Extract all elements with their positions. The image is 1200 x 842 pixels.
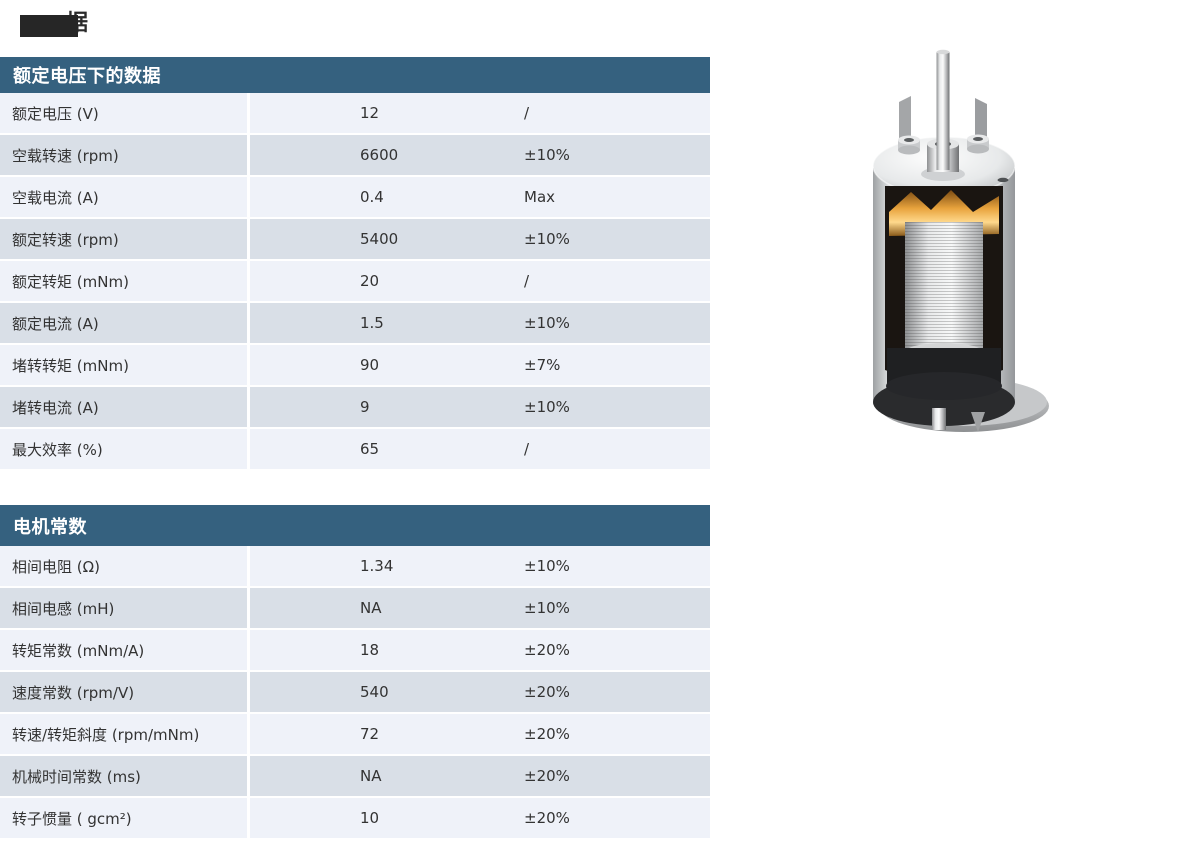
- page-title: 据: [0, 0, 320, 50]
- spec-value: 1.5: [360, 314, 384, 332]
- motor-constants-table-header: 电机常数: [0, 505, 710, 546]
- spec-value: 10: [360, 809, 380, 827]
- table-row: 速度常数 (rpm/V) 540 ±20%: [0, 672, 710, 714]
- spec-value: 18: [360, 641, 380, 659]
- table-row: 相间电感 (mH) NA ±10%: [0, 588, 710, 630]
- spec-tolerance: ±7%: [524, 356, 561, 374]
- spec-value: 6600: [360, 146, 399, 164]
- table-row: 堵转转矩 (mNm) 90 ±7%: [0, 345, 710, 387]
- motor-constants-table-rows: 相间电阻 (Ω) 1.34 ±10% 相间电感 (mH) NA ±10% 转矩常数 (mNm…: [0, 546, 710, 840]
- table-row: 空载电流 (A) 0.4 Max: [0, 177, 710, 219]
- spec-label: 堵转转矩 (mNm): [0, 345, 250, 385]
- spec-value: 5400: [360, 230, 399, 248]
- spec-tolerance: ±20%: [524, 809, 570, 827]
- rated-voltage-table-rows: 额定电压 (V) 12 / 空载转速 (rpm) 6600 ±10% 空载电流 (A) 0.4…: [0, 93, 710, 471]
- spec-label: 转速/转矩斜度 (rpm/mNm): [0, 714, 250, 754]
- spec-value: 9: [360, 398, 370, 416]
- spec-label: 转子惯量 ( gcm²): [0, 798, 250, 838]
- spec-label: 堵转电流 (A): [0, 387, 250, 427]
- spec-value: 0.4: [360, 188, 384, 206]
- spec-value: NA: [360, 767, 382, 785]
- spec-tolerance: ±10%: [524, 599, 570, 617]
- spec-label: 空载转速 (rpm): [0, 135, 250, 175]
- rated-voltage-table: 额定电压下的数据 额定电压 (V) 12/空载转速 (rpm) 6600 ±10% 空载…: [0, 57, 710, 471]
- spec-label: 相间电感 (mH): [0, 588, 250, 628]
- table-row: 相间电阻 (Ω) 1.34 ±10%: [0, 546, 710, 588]
- spec-tolerance: ±10%: [524, 230, 570, 248]
- table-row: 转子惯量 ( gcm²) 10 ±20%: [0, 798, 710, 840]
- spec-tolerance: ±20%: [524, 641, 570, 659]
- spec-value: 12: [360, 104, 380, 122]
- spec-label: 额定转速 (rpm): [0, 219, 250, 259]
- spec-label: 相间电阻 (Ω): [0, 546, 250, 586]
- spec-label: 机械时间常数 (ms): [0, 756, 250, 796]
- table-row: 转速/转矩斜度 (rpm/mNm) 72 ±20%: [0, 714, 710, 756]
- spec-value: 540: [360, 683, 389, 701]
- spec-label: 转矩常数 (mNm/A): [0, 630, 250, 670]
- motor-constants-table: 电机常数 相间电阻 (Ω) 1.34 ±10% 相间电感 (mH) NA ±10% 转矩常数…: [0, 505, 710, 840]
- table-row: 额定电压 (V) 12 /: [0, 93, 710, 135]
- table-row: 机械时间常数 (ms) NA ±20%: [0, 756, 710, 798]
- spec-tolerance: ±20%: [524, 767, 570, 785]
- spec-tolerance: /: [524, 104, 530, 122]
- spec-tolerance: ±10%: [524, 398, 570, 416]
- spec-label: 额定电流 (A): [0, 303, 250, 343]
- table-row: 额定转速 (rpm) 5400 ±10%: [0, 219, 710, 261]
- spec-value: 90: [360, 356, 380, 374]
- spec-label: 速度常数 (rpm/V): [0, 672, 250, 712]
- spec-value: 72: [360, 725, 380, 743]
- spec-value: 1.34: [360, 557, 394, 575]
- spec-tolerance: ±10%: [524, 557, 570, 575]
- table-row: 堵转电流 (A) 9 ±10%: [0, 387, 710, 429]
- redaction-box: [20, 15, 78, 37]
- spec-label: 额定电压 (V): [0, 93, 250, 133]
- spec-label: 额定转矩 (mNm): [0, 261, 250, 301]
- table-row: 额定电流 (A) 1.5 ±10%: [0, 303, 710, 345]
- spec-tolerance: ±10%: [524, 314, 570, 332]
- spec-value: 65: [360, 440, 380, 458]
- motor-cutaway-svg: [872, 49, 1049, 432]
- motor-cutaway-image: [853, 40, 1058, 440]
- table-row: 额定转矩 (mNm) 20 /: [0, 261, 710, 303]
- table-row: 空载转速 (rpm) 6600 ±10%: [0, 135, 710, 177]
- spec-value: NA: [360, 599, 382, 617]
- spec-tolerance: ±20%: [524, 725, 570, 743]
- spec-label: 最大效率 (%): [0, 429, 250, 469]
- spec-tolerance: /: [524, 440, 530, 458]
- spec-value: 20: [360, 272, 380, 290]
- spec-tolerance: ±20%: [524, 683, 570, 701]
- spec-label: 空载电流 (A): [0, 177, 250, 217]
- rated-voltage-table-header: 额定电压下的数据: [0, 57, 710, 93]
- table-row: 最大效率 (%) 65 /: [0, 429, 710, 471]
- table-row: 转矩常数 (mNm/A) 18 ±20%: [0, 630, 710, 672]
- spec-tolerance: Max: [524, 188, 556, 206]
- spec-tolerance: ±10%: [524, 146, 570, 164]
- spec-tolerance: /: [524, 272, 530, 290]
